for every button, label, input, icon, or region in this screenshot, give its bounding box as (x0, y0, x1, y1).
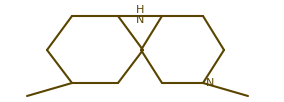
Text: N: N (136, 15, 144, 25)
Text: H: H (136, 5, 144, 15)
Text: N: N (206, 78, 214, 88)
